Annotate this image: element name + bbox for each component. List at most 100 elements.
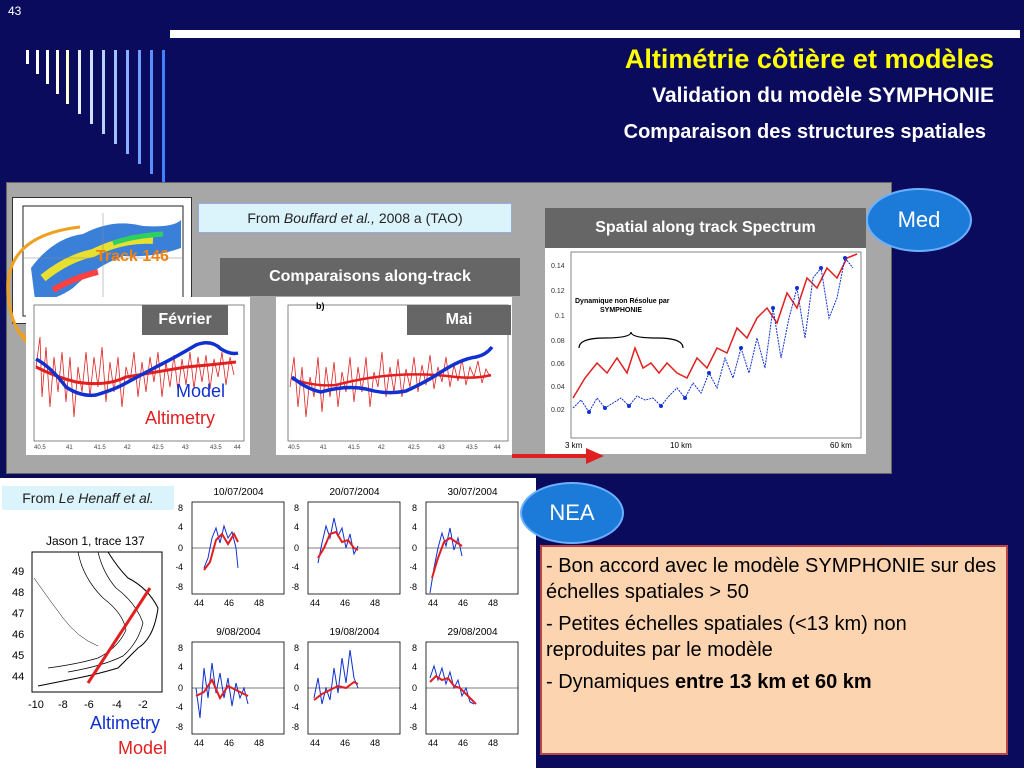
svg-text:46: 46 xyxy=(340,738,350,748)
svg-text:46: 46 xyxy=(458,598,468,608)
model-legend: Model xyxy=(176,381,226,401)
slide-title: Altimétrie côtière et modèles xyxy=(624,44,994,74)
svg-text:-4: -4 xyxy=(292,562,299,572)
model-series xyxy=(35,341,239,398)
svg-text:4: 4 xyxy=(294,522,299,532)
nea-small-plot: 10/07/2004 8 4 0 -4 -8 44 46 48 xyxy=(175,487,291,612)
svg-text:60 km: 60 km xyxy=(830,441,852,450)
svg-text:4: 4 xyxy=(412,522,417,532)
svg-text:41.5: 41.5 xyxy=(94,445,106,451)
svg-text:43.5: 43.5 xyxy=(210,445,222,451)
svg-text:-4: -4 xyxy=(292,702,299,712)
nea-small-plot: 20/07/2004 8 4 0 -4 -8 44 46 48 xyxy=(291,487,407,612)
plot-date: 19/08/2004 xyxy=(329,627,380,638)
svg-text:-8: -8 xyxy=(410,582,417,592)
svg-text:0.14: 0.14 xyxy=(551,263,565,270)
altimetry-series xyxy=(289,351,491,418)
svg-text:-8: -8 xyxy=(176,582,183,592)
svg-text:44: 44 xyxy=(194,738,204,748)
svg-text:4: 4 xyxy=(412,662,417,672)
svg-text:43.5: 43.5 xyxy=(466,445,478,451)
svg-text:0: 0 xyxy=(178,543,183,553)
svg-text:40.5: 40.5 xyxy=(288,445,300,451)
nea-reference: From Le Henaff et al. xyxy=(2,486,174,510)
svg-text:4: 4 xyxy=(178,662,183,672)
plot-date: 20/07/2004 xyxy=(329,487,380,498)
svg-text:0.08: 0.08 xyxy=(551,338,565,345)
svg-text:SYMPHONIE: SYMPHONIE xyxy=(600,307,642,314)
svg-text:45: 45 xyxy=(12,650,24,662)
nea-small-plot: 9/08/2004 8 4 0 -4 -8 44 46 48 xyxy=(175,627,291,752)
svg-text:0: 0 xyxy=(294,543,299,553)
svg-text:-4: -4 xyxy=(176,562,183,572)
conclusion-line-1: - Bon accord avec le modèle SYMPHONIE su… xyxy=(546,555,997,603)
med-reference: From Bouffard et al., 2008 a (TAO) xyxy=(198,203,512,233)
svg-text:Dynamique non Résolue par: Dynamique non Résolue par xyxy=(575,298,670,305)
svg-text:47: 47 xyxy=(12,608,24,620)
svg-text:8: 8 xyxy=(178,643,183,653)
model-series xyxy=(290,345,494,395)
svg-text:42: 42 xyxy=(124,445,131,451)
svg-text:-4: -4 xyxy=(410,702,417,712)
nea-small-plot: 19/08/2004 8 4 0 -4 -8 44 46 48 xyxy=(291,627,407,752)
fevrier-label: Février xyxy=(142,305,228,335)
svg-text:8: 8 xyxy=(412,643,417,653)
svg-text:46: 46 xyxy=(224,738,234,748)
svg-text:-6: -6 xyxy=(84,699,94,708)
svg-text:44: 44 xyxy=(234,445,241,451)
altimetry-spectrum xyxy=(572,253,858,399)
svg-text:8: 8 xyxy=(294,643,299,653)
nea-small-plot: 29/08/2004 8 4 0 -4 -8 44 46 48 xyxy=(409,627,525,752)
mai-label: Mai xyxy=(407,305,511,335)
svg-text:48: 48 xyxy=(12,587,24,599)
svg-text:-2: -2 xyxy=(138,699,148,708)
svg-text:0.04: 0.04 xyxy=(551,384,565,391)
svg-text:-4: -4 xyxy=(176,702,183,712)
slide-subtitle: Validation du modèle SYMPHONIE xyxy=(652,84,994,107)
decorative-bars xyxy=(0,0,170,184)
altimetry-legend: Altimetry xyxy=(145,408,216,428)
nea-altimetry-legend: Altimetry xyxy=(90,713,161,733)
svg-text:42: 42 xyxy=(378,445,385,451)
svg-text:44: 44 xyxy=(310,738,320,748)
svg-text:-10: -10 xyxy=(28,699,44,708)
svg-text:8: 8 xyxy=(294,503,299,513)
altimetry-smooth xyxy=(291,373,492,387)
svg-text:46: 46 xyxy=(224,598,234,608)
fevrier-plot: 40.5 41 41.5 42 42.5 43 43.5 44 xyxy=(26,297,250,455)
nea-map-title: Jason 1, trace 137 xyxy=(46,534,145,548)
svg-text:44: 44 xyxy=(194,598,204,608)
spectrum-plot: 0.14 0.12 0.1 0.08 0.06 0.04 0.02 3 km 10 km 60 … xyxy=(545,248,866,454)
plot-date: 29/08/2004 xyxy=(447,627,498,638)
svg-text:44: 44 xyxy=(494,445,501,451)
svg-text:8: 8 xyxy=(178,503,183,513)
svg-text:0.12: 0.12 xyxy=(551,288,565,295)
svg-text:-8: -8 xyxy=(58,699,68,708)
nea-circle: NEA xyxy=(520,482,624,544)
svg-text:0.06: 0.06 xyxy=(551,361,565,368)
svg-text:0: 0 xyxy=(178,683,183,693)
top-rule xyxy=(170,30,1020,38)
svg-text:48: 48 xyxy=(370,598,380,608)
svg-text:48: 48 xyxy=(488,598,498,608)
svg-text:42.5: 42.5 xyxy=(152,445,164,451)
svg-text:44: 44 xyxy=(428,598,438,608)
conclusions-box: - Bon accord avec le modèle SYMPHONIE su… xyxy=(540,545,1008,755)
svg-text:44: 44 xyxy=(428,738,438,748)
svg-text:0: 0 xyxy=(294,683,299,693)
svg-text:44: 44 xyxy=(12,671,24,683)
svg-text:0.1: 0.1 xyxy=(555,313,565,320)
svg-text:10 km: 10 km xyxy=(670,441,692,450)
svg-text:48: 48 xyxy=(488,738,498,748)
conclusion-line-2: - Petites échelles spatiales (<13 km) no… xyxy=(546,613,907,661)
svg-text:0.02: 0.02 xyxy=(551,407,565,414)
svg-text:41: 41 xyxy=(66,445,73,451)
nea-model-legend: Model xyxy=(118,738,168,758)
svg-text:-8: -8 xyxy=(176,722,183,732)
plot-date: 10/07/2004 xyxy=(213,487,264,498)
svg-text:0: 0 xyxy=(412,683,417,693)
svg-text:46: 46 xyxy=(12,629,24,641)
svg-text:0: 0 xyxy=(412,543,417,553)
svg-text:41: 41 xyxy=(320,445,327,451)
svg-text:48: 48 xyxy=(370,738,380,748)
